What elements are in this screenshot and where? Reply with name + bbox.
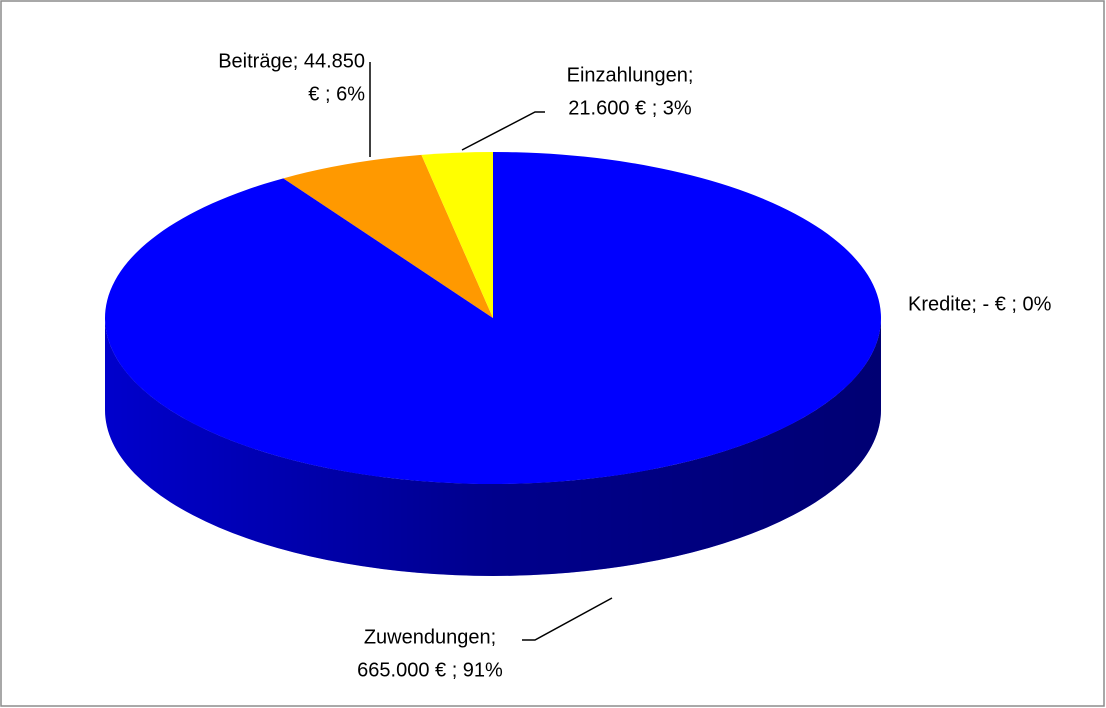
data-label: 665.000 € ; 91% xyxy=(357,659,503,681)
slice xyxy=(421,152,493,318)
pie xyxy=(104,152,881,576)
data-label: Einzahlungen; xyxy=(567,64,694,86)
side-shade xyxy=(105,318,881,576)
slice xyxy=(283,154,493,318)
data-label: 21.600 € ; 3% xyxy=(568,97,692,119)
slice xyxy=(104,152,881,484)
data-labels: Zuwendungen; 665.000 € ; 91% Beiträge; 44.… xyxy=(218,50,1051,681)
data-label: Zuwendungen; xyxy=(364,626,496,648)
data-label: Kredite; - € ; 0% xyxy=(908,293,1052,315)
data-label: Beiträge; 44.850 xyxy=(218,50,365,72)
data-label: € ; 6% xyxy=(308,83,365,105)
leader-line xyxy=(461,111,545,151)
leader-line xyxy=(522,597,613,641)
